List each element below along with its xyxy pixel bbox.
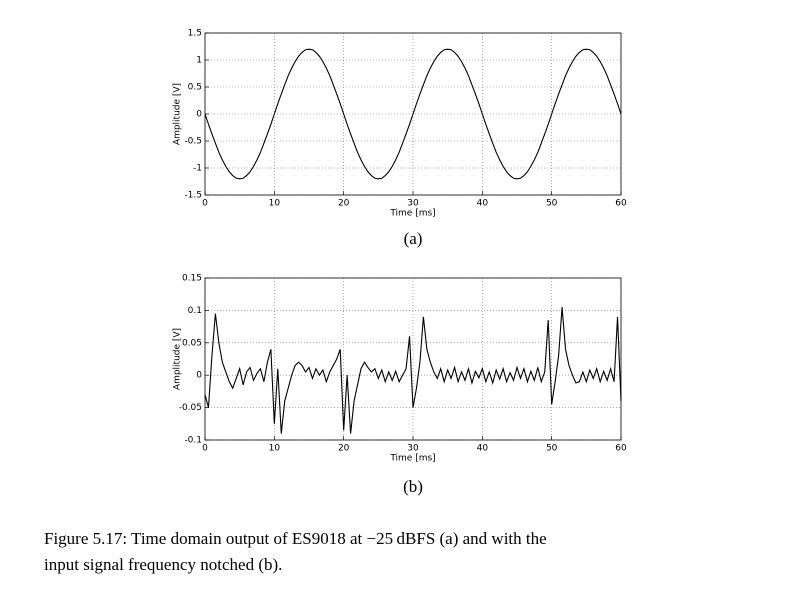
y-tick-label: -0.05 bbox=[179, 403, 202, 413]
x-tick-label: 0 bbox=[202, 444, 208, 454]
y-tick-label: 0.05 bbox=[182, 338, 202, 348]
panel-label: (a) bbox=[404, 229, 423, 248]
x-tick-label: 50 bbox=[546, 444, 558, 454]
y-tick-label: -1.5 bbox=[184, 191, 202, 201]
x-tick-label: 40 bbox=[477, 444, 489, 454]
plot-frame bbox=[204, 277, 622, 441]
x-axis-label: Time [ms] bbox=[389, 209, 435, 219]
y-tick-label: 0.1 bbox=[188, 306, 202, 316]
x-tick-label: 30 bbox=[407, 199, 419, 209]
y-tick-label: 1 bbox=[196, 56, 202, 66]
y-tick-label: -0.5 bbox=[184, 137, 202, 147]
caption-line: input signal frequency notched (b). bbox=[44, 555, 282, 574]
panel-label: (b) bbox=[403, 477, 423, 496]
x-tick-label: 60 bbox=[615, 444, 627, 454]
caption-line: Figure 5.17: Time domain output of ES901… bbox=[44, 529, 547, 548]
x-tick-label: 30 bbox=[407, 444, 419, 454]
data-line bbox=[204, 307, 622, 434]
x-tick-label: 10 bbox=[269, 444, 281, 454]
x-axis-label: Time [ms] bbox=[389, 454, 435, 464]
y-axis-label: Amplitude [V] bbox=[173, 328, 183, 390]
x-tick-label: 50 bbox=[546, 199, 558, 209]
y-tick-label: -0.1 bbox=[184, 436, 202, 446]
data-line bbox=[204, 48, 622, 180]
x-tick-label: 20 bbox=[338, 199, 350, 209]
x-tick-label: 10 bbox=[269, 199, 281, 209]
y-tick-label: 0.15 bbox=[182, 274, 202, 284]
y-tick-label: 0 bbox=[196, 110, 202, 120]
y-tick-label: -1 bbox=[193, 164, 202, 174]
y-tick-label: 0.5 bbox=[188, 83, 202, 93]
x-tick-label: 40 bbox=[477, 199, 489, 209]
x-tick-label: 20 bbox=[338, 444, 350, 454]
x-tick-label: 60 bbox=[615, 199, 627, 209]
y-tick-label: 1.5 bbox=[188, 29, 202, 39]
x-tick-label: 0 bbox=[202, 199, 208, 209]
y-tick-label: 0 bbox=[196, 371, 202, 381]
y-axis-label: Amplitude [V] bbox=[173, 83, 183, 145]
